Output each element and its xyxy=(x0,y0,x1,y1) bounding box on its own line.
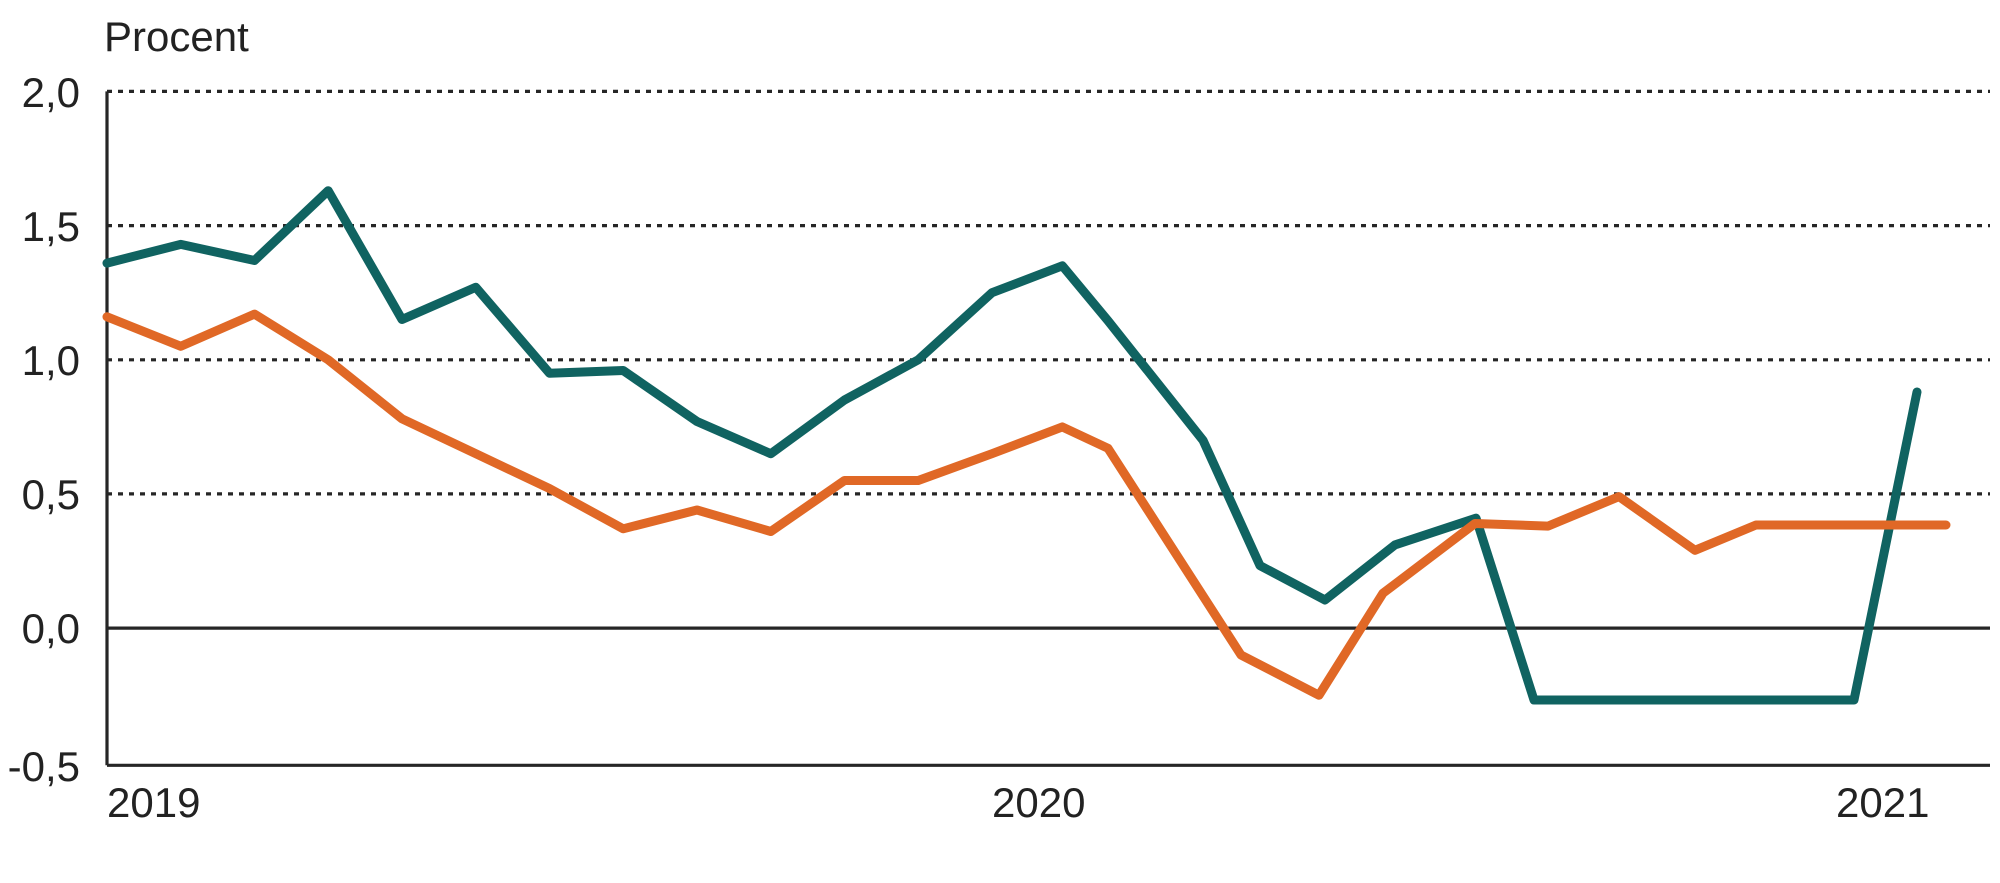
svg-text:2019: 2019 xyxy=(107,779,200,826)
svg-text:0,0: 0,0 xyxy=(22,605,80,652)
svg-text:2021: 2021 xyxy=(1836,779,1929,826)
svg-text:-0,5: -0,5 xyxy=(8,743,80,790)
svg-text:0,5: 0,5 xyxy=(22,471,80,518)
svg-text:1,0: 1,0 xyxy=(22,337,80,384)
svg-text:2,0: 2,0 xyxy=(22,69,80,116)
svg-text:2020: 2020 xyxy=(992,779,1085,826)
svg-text:Procent: Procent xyxy=(104,13,249,60)
svg-text:1,5: 1,5 xyxy=(22,203,80,250)
